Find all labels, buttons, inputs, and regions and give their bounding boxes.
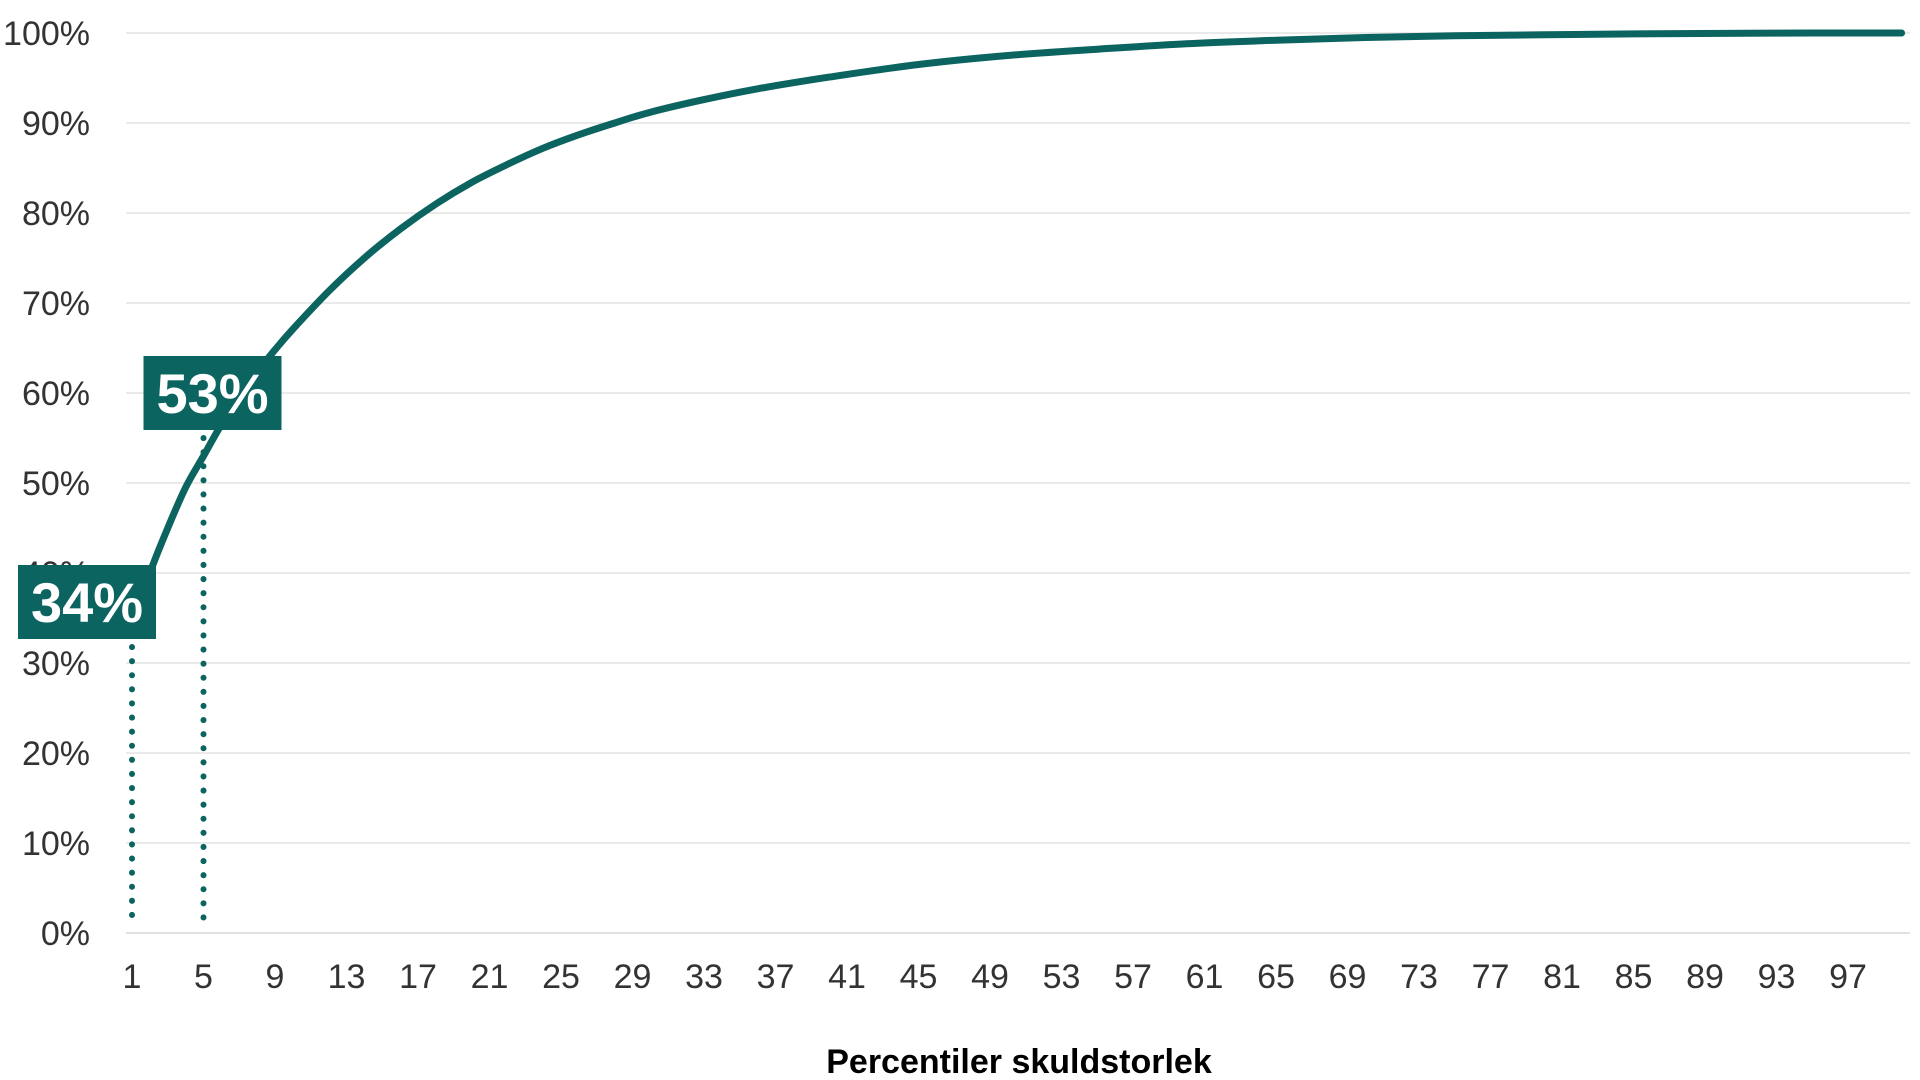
y-tick-label: 90% xyxy=(22,105,90,143)
x-tick-label: 21 xyxy=(471,958,509,996)
x-tick-label: 1 xyxy=(123,958,142,996)
x-tick-label: 29 xyxy=(614,958,652,996)
x-tick-label: 13 xyxy=(328,958,366,996)
x-tick-label: 81 xyxy=(1543,958,1581,996)
annotation-label: 34% xyxy=(31,571,143,634)
x-tick-label: 89 xyxy=(1686,958,1724,996)
y-tick-label: 10% xyxy=(22,825,90,863)
x-tick-label: 17 xyxy=(399,958,437,996)
y-axis-ticks: 0%10%20%30%40%50%60%70%80%90%100% xyxy=(3,15,90,953)
x-tick-label: 61 xyxy=(1186,958,1224,996)
x-axis-title: Percentiler skuldstorlek xyxy=(826,1043,1212,1080)
x-tick-label: 57 xyxy=(1114,958,1152,996)
x-tick-label: 41 xyxy=(828,958,866,996)
x-tick-label: 9 xyxy=(266,958,285,996)
x-tick-label: 69 xyxy=(1329,958,1367,996)
x-tick-label: 77 xyxy=(1472,958,1510,996)
x-tick-label: 73 xyxy=(1400,958,1438,996)
gridlines xyxy=(126,32,1910,934)
x-tick-label: 25 xyxy=(542,958,580,996)
annotation-callouts: 34% 53% xyxy=(18,356,282,639)
x-tick-label: 65 xyxy=(1257,958,1295,996)
x-tick-label: 45 xyxy=(900,958,938,996)
y-tick-label: 50% xyxy=(22,465,90,503)
annotation-box xyxy=(143,356,282,430)
x-tick-label: 53 xyxy=(1043,958,1081,996)
annotation-box xyxy=(18,565,156,639)
x-tick-label: 37 xyxy=(757,958,795,996)
x-tick-label: 93 xyxy=(1758,958,1796,996)
y-tick-label: 70% xyxy=(22,285,90,323)
y-tick-label: 30% xyxy=(22,645,90,683)
y-tick-label: 0% xyxy=(41,915,90,953)
x-tick-label: 49 xyxy=(971,958,1009,996)
x-tick-label: 33 xyxy=(685,958,723,996)
annotation-drop-lines xyxy=(129,435,207,925)
x-tick-label: 97 xyxy=(1829,958,1867,996)
y-tick-label: 60% xyxy=(22,375,90,413)
y-tick-label: 20% xyxy=(22,735,90,773)
x-tick-label: 85 xyxy=(1615,958,1653,996)
y-tick-label: 100% xyxy=(3,15,90,53)
y-tick-label: 80% xyxy=(22,195,90,233)
annotation-label: 53% xyxy=(156,362,268,425)
series-line xyxy=(128,29,1906,631)
x-tick-label: 5 xyxy=(194,958,213,996)
x-axis-ticks: 1 5 9 13 17 21 25 29 33 37 41 45 49 53 57 61 65 69 73 77 81 8… xyxy=(123,958,1867,996)
